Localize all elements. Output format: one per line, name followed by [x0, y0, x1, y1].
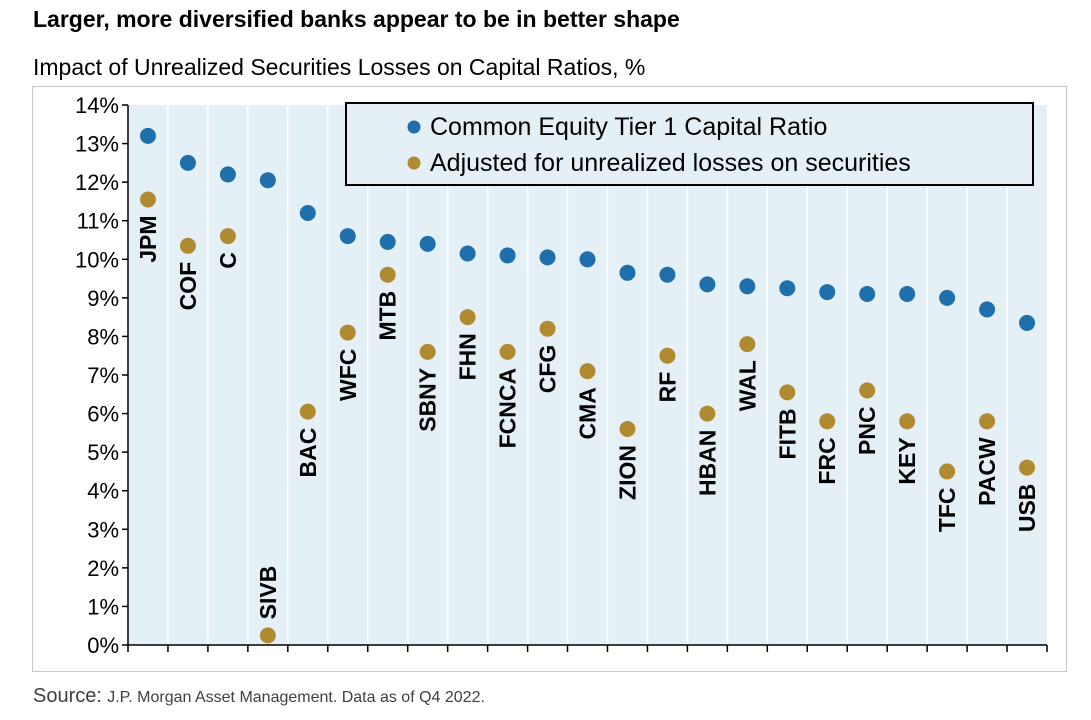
y-tick-label: 0%: [87, 633, 119, 658]
point-adjusted-bac: [299, 403, 316, 420]
point-adjusted-jpm: [139, 191, 156, 208]
category-label-hban: HBAN: [694, 430, 720, 496]
point-adjusted-c: [219, 228, 236, 245]
category-label-sivb: SIVB: [255, 566, 281, 620]
point-cet1-fitb: [779, 280, 796, 297]
chart-subtitle: Impact of Unrealized Securities Losses o…: [33, 54, 646, 80]
point-adjusted-usb: [1019, 459, 1036, 476]
chart-title: Larger, more diversified banks appear to…: [33, 6, 680, 32]
category-label-bac: BAC: [295, 428, 321, 478]
category-label-usb: USB: [1014, 484, 1040, 533]
source-note: Source: J.P. Morgan Asset Management. Da…: [33, 685, 485, 708]
point-adjusted-cfg: [539, 320, 556, 337]
category-label-wfc: WFC: [335, 349, 361, 401]
point-adjusted-frc: [819, 413, 836, 430]
category-label-frc: FRC: [814, 437, 840, 484]
y-tick-label: 4%: [87, 479, 119, 504]
y-tick-label: 5%: [87, 440, 119, 465]
category-label-cma: CMA: [575, 387, 601, 439]
category-label-pnc: PNC: [854, 406, 880, 455]
y-tick-label: 7%: [87, 363, 119, 388]
category-label-cfg: CFG: [535, 345, 561, 394]
category-label-zion: ZION: [614, 445, 640, 500]
point-cet1-jpm: [139, 127, 156, 144]
category-label-fitb: FITB: [774, 408, 800, 459]
category-label-jpm: JPM: [135, 216, 161, 263]
point-cet1-sivb: [259, 172, 276, 189]
y-tick-label: 2%: [87, 556, 119, 581]
point-cet1-cma: [579, 251, 596, 268]
y-tick-label: 14%: [75, 93, 119, 118]
point-cet1-bac: [299, 205, 316, 221]
category-label-fhn: FHN: [455, 333, 481, 380]
legend-label-cet1: Common Equity Tier 1 Capital Ratio: [430, 113, 827, 141]
y-tick-label: 12%: [75, 170, 119, 195]
point-adjusted-pacw: [979, 413, 996, 430]
category-label-rf: RF: [654, 372, 680, 403]
point-adjusted-wfc: [339, 324, 356, 341]
legend-marker-cet1: [407, 120, 421, 134]
category-label-key: KEY: [894, 437, 920, 484]
source-label: Source:: [33, 685, 102, 707]
point-adjusted-cof: [179, 237, 196, 254]
point-adjusted-rf: [659, 347, 676, 364]
point-cet1-cfg: [539, 249, 556, 266]
category-label-pacw: PACW: [974, 437, 1000, 506]
point-cet1-fcnca: [499, 247, 516, 264]
point-cet1-cof: [179, 154, 196, 171]
y-tick-label: 1%: [87, 594, 119, 619]
y-tick-label: 8%: [87, 324, 119, 349]
point-cet1-mtb: [379, 233, 396, 250]
point-cet1-pacw: [979, 301, 996, 318]
point-cet1-pnc: [859, 286, 876, 302]
point-adjusted-hban: [699, 405, 716, 422]
point-adjusted-fitb: [779, 384, 796, 401]
point-adjusted-zion: [619, 421, 636, 437]
category-label-wal: WAL: [734, 360, 760, 411]
point-adjusted-cma: [579, 363, 596, 380]
point-cet1-usb: [1019, 314, 1036, 331]
point-adjusted-fcnca: [499, 343, 516, 360]
point-cet1-fhn: [459, 245, 476, 262]
point-cet1-rf: [659, 266, 676, 283]
point-cet1-sbny: [419, 235, 436, 252]
point-adjusted-sivb: [259, 627, 276, 644]
source-text: J.P. Morgan Asset Management. Data as of…: [107, 689, 485, 706]
point-cet1-zion: [619, 264, 636, 281]
category-label-c: C: [215, 252, 241, 269]
point-adjusted-mtb: [379, 266, 396, 283]
point-cet1-wfc: [339, 228, 356, 245]
category-label-sbny: SBNY: [415, 368, 441, 432]
legend-label-adjusted: Adjusted for unrealized losses on securi…: [430, 149, 911, 177]
y-tick-label: 11%: [77, 209, 119, 234]
point-cet1-key: [899, 286, 916, 302]
point-adjusted-fhn: [459, 309, 476, 326]
point-cet1-frc: [819, 284, 836, 301]
category-label-cof: COF: [175, 262, 201, 311]
point-cet1-tfc: [939, 289, 956, 306]
y-tick-label: 10%: [75, 247, 119, 272]
y-tick-label: 3%: [87, 517, 119, 542]
y-tick-label: 6%: [87, 402, 119, 427]
point-adjusted-tfc: [939, 463, 956, 480]
point-adjusted-sbny: [419, 343, 436, 360]
legend-marker-adjusted: [407, 156, 421, 170]
point-cet1-hban: [699, 276, 716, 293]
point-adjusted-pnc: [859, 382, 876, 399]
legend-box: [345, 102, 1034, 186]
category-label-fcnca: FCNCA: [495, 368, 521, 449]
point-adjusted-key: [899, 413, 916, 430]
category-label-tfc: TFC: [934, 487, 960, 532]
point-adjusted-wal: [739, 336, 756, 353]
y-tick-label: 13%: [75, 132, 119, 157]
y-tick-label: 9%: [87, 286, 119, 311]
category-label-mtb: MTB: [375, 291, 401, 341]
point-cet1-c: [219, 166, 236, 183]
point-cet1-wal: [739, 278, 756, 295]
